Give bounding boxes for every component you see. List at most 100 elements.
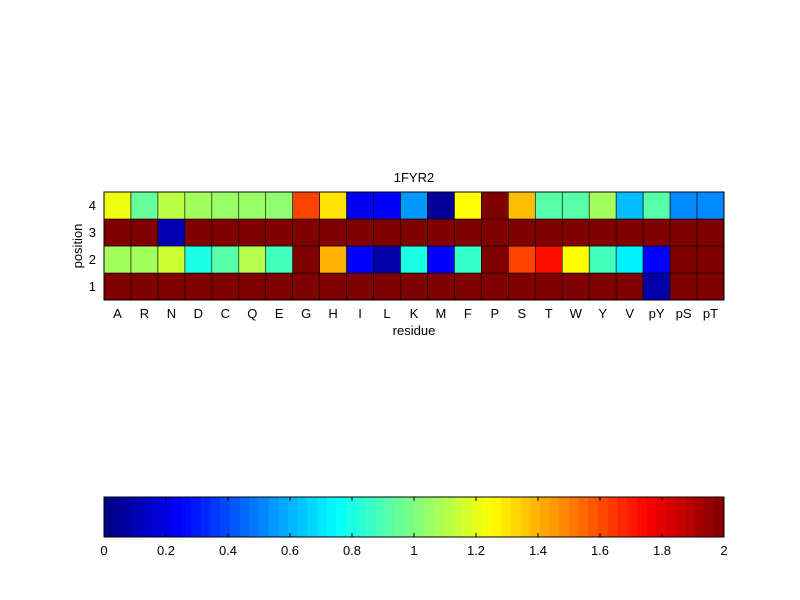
heatmap-cell-N-2 — [157, 245, 186, 274]
x-tick-label: R — [140, 306, 149, 321]
colorbar-strip — [278, 497, 289, 537]
colorbar-strip — [714, 497, 725, 537]
colorbar-strip — [326, 497, 337, 537]
colorbar-strip — [578, 497, 589, 537]
heatmap-cell-V-3 — [615, 218, 644, 247]
heatmap-cell-H-3 — [319, 218, 347, 247]
heatmap-cell-pS-4 — [669, 191, 698, 220]
y-tick-labels: 1 2 3 4 — [89, 198, 96, 294]
colorbar-strip — [307, 497, 318, 537]
x-tick-label: S — [517, 306, 526, 321]
heatmap-cell-G-1 — [292, 272, 320, 301]
x-tick-label: V — [625, 306, 634, 321]
heatmap-cell-pT-4 — [696, 191, 725, 220]
heatmap-cell-D-1 — [184, 272, 213, 301]
x-tick-label: H — [328, 306, 337, 321]
x-tick-label: G — [301, 306, 311, 321]
x-tick-label: C — [221, 306, 230, 321]
colorbar-strip — [452, 497, 463, 537]
heatmap-cell-V-1 — [615, 272, 644, 301]
heatmap-cell-P-3 — [481, 218, 509, 247]
heatmap-cell-N-3 — [157, 218, 186, 247]
colorbar-tick-label: 1 — [410, 543, 417, 558]
colorbar-tick-labels: 0 0.2 0.4 0.6 0.8 1 1.2 1.4 1.6 1.8 2 — [100, 497, 728, 558]
colorbar-strip — [113, 497, 124, 537]
colorbar-tick-label: 0.6 — [281, 543, 299, 558]
colorbar-strip — [530, 497, 541, 537]
heatmap-cell-pY-4 — [642, 191, 671, 220]
heatmap-cell-pY-3 — [642, 218, 671, 247]
colorbar-strip — [133, 497, 144, 537]
x-tick-label: Q — [247, 306, 257, 321]
colorbar-strip — [423, 497, 434, 537]
heatmap-cell-H-1 — [319, 272, 347, 301]
heatmap-cell-pT-2 — [696, 245, 725, 274]
x-tick-label: E — [275, 306, 284, 321]
x-tick-label: A — [113, 306, 122, 321]
heatmap-cell-D-4 — [184, 191, 213, 220]
heatmap-cell-M-1 — [427, 272, 455, 301]
heatmap-cell-S-1 — [508, 272, 536, 301]
colorbar-strip — [384, 497, 396, 537]
y-tick-label: 4 — [89, 198, 96, 213]
heatmap-cell-M-2 — [427, 245, 455, 274]
heatmap-cell-Y-2 — [588, 245, 617, 274]
heatmap-cell-V-2 — [615, 245, 644, 274]
heatmap-cell-I-2 — [346, 245, 374, 274]
heatmap-cell-E-2 — [265, 245, 293, 274]
colorbar-tick-label: 0.2 — [157, 543, 175, 558]
heatmap-cell-E-4 — [265, 191, 293, 220]
heatmap-cell-I-4 — [346, 191, 374, 220]
colorbar-strip — [181, 497, 192, 537]
y-tick-label: 3 — [89, 225, 96, 240]
colorbar: 0 0.2 0.4 0.6 0.8 1 1.2 1.4 1.6 1.8 2 — [100, 496, 728, 558]
heatmap-cell-H-4 — [319, 191, 347, 220]
x-tick-label: pS — [676, 306, 692, 321]
heatmap-cell-F-4 — [454, 191, 482, 220]
x-tick-label: F — [464, 306, 472, 321]
heatmap-cell-Y-3 — [588, 218, 617, 247]
colorbar-strip — [414, 497, 425, 537]
colorbar-strip — [336, 497, 347, 537]
heatmap-cell-Q-2 — [238, 245, 267, 274]
colorbar-strip — [617, 497, 628, 537]
heatmap-cell-P-2 — [481, 245, 509, 274]
chart-title: 1FYR2 — [394, 170, 434, 185]
colorbar-strip — [704, 497, 715, 537]
colorbar-strip — [675, 497, 686, 537]
heatmap-cell-M-3 — [427, 218, 455, 247]
heatmap-cell-W-2 — [561, 245, 590, 274]
heatmap-cell-R-3 — [130, 218, 159, 247]
colorbar-tick-label: 1.8 — [653, 543, 671, 558]
colorbar-strip — [249, 497, 260, 537]
heatmap-cell-K-1 — [400, 272, 428, 301]
x-tick-label: L — [383, 306, 390, 321]
colorbar-strip — [162, 497, 173, 537]
colorbar-strip — [268, 497, 279, 537]
colorbar-strip — [549, 497, 560, 537]
colorbar-strip — [239, 497, 250, 537]
heatmap-cell-S-4 — [508, 191, 536, 220]
heatmap-cell-Y-4 — [588, 191, 617, 220]
heatmap-cell-A-2 — [103, 245, 132, 274]
heatmap-cell-Q-3 — [238, 218, 267, 247]
colorbar-tick-label: 1.4 — [529, 543, 547, 558]
colorbar-tick-label: 2 — [720, 543, 727, 558]
colorbar-strip — [152, 497, 163, 537]
colorbar-strip — [598, 497, 609, 537]
colorbar-strip — [472, 497, 483, 537]
heatmap-cell-R-2 — [130, 245, 159, 274]
heatmap-cell-pY-1 — [642, 272, 671, 301]
colorbar-strip — [539, 497, 551, 537]
heatmap-cell-C-4 — [211, 191, 240, 220]
colorbar-strip — [646, 497, 657, 537]
heatmap-cell-L-3 — [373, 218, 401, 247]
heatmap-cell-K-2 — [400, 245, 428, 274]
heatmap-frame — [103, 191, 725, 301]
colorbar-strip — [462, 497, 473, 537]
colorbar-strip — [288, 497, 299, 537]
heatmap-cell-V-4 — [615, 191, 644, 220]
colorbar-strip — [433, 497, 444, 537]
colorbar-gradient — [104, 497, 725, 537]
